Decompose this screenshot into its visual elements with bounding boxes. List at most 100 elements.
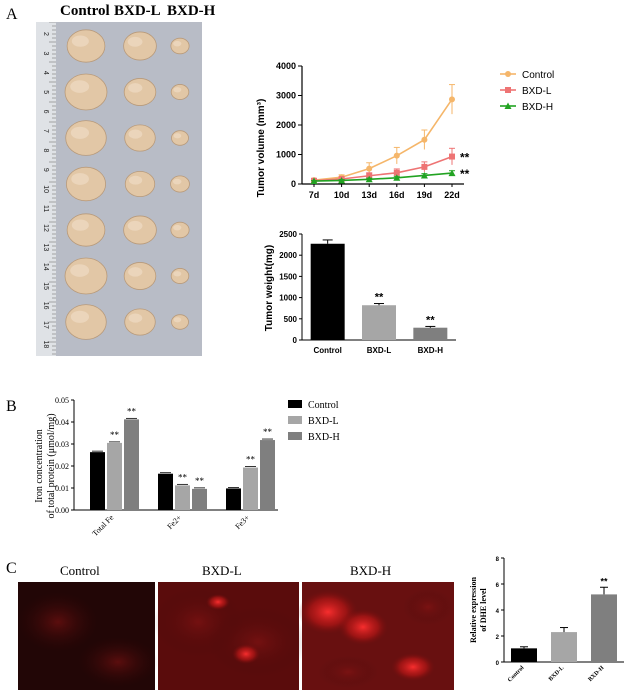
iron-legend-swatch [288, 400, 302, 408]
tumor-highlight [127, 36, 143, 47]
bar-y-tick-label: 1000 [279, 294, 297, 303]
dhe-images: Control BXD-L BXD-H [18, 563, 454, 690]
iron-y-tick-label: 0.04 [55, 418, 69, 427]
volume-x-tick-label: 7d [309, 190, 320, 200]
tumor [170, 268, 190, 284]
tumor [124, 124, 156, 152]
bar-y-tick-label: 6 [496, 583, 500, 589]
tumor-highlight [128, 83, 143, 93]
bar-category-label: BXD-H [587, 665, 605, 683]
legend-marker [505, 71, 511, 77]
ruler-number: 4 [42, 71, 49, 75]
panel-label-a: A [6, 6, 18, 23]
volume-point [393, 174, 401, 181]
dhe-bxd-h-glow-2 [318, 656, 378, 688]
tumor-highlight [71, 35, 89, 47]
dhe-label-bxd-l: BXD-L [202, 563, 242, 578]
ruler-number: 16 [42, 302, 49, 310]
iron-bar [124, 419, 139, 510]
dhe-bxd-h-glow [403, 589, 453, 625]
volume-series: ** ** [310, 84, 470, 185]
tumor [171, 314, 189, 330]
tumor [65, 166, 107, 202]
iron-significance: ** [110, 430, 120, 440]
tumor-highlight [128, 267, 143, 277]
iron-bar [243, 467, 258, 510]
weight-y-label: Tumor weight(mg) [264, 245, 275, 331]
tumor-highlight [70, 264, 90, 277]
iron-significance: ** [127, 406, 137, 416]
tumor-highlight [70, 310, 90, 323]
bar-y-tick-label: 0 [293, 336, 298, 345]
dhe-y-label-line2: of DHE level [479, 587, 488, 631]
iron-significance: ** [263, 427, 273, 437]
tumor [170, 84, 190, 100]
iron-y-tick-label: 0.01 [55, 484, 69, 493]
iron-y-tick-label: 0.03 [55, 440, 69, 449]
ruler-number: 3 [42, 51, 49, 55]
volume-point [366, 165, 373, 172]
bar-bxd-h [591, 594, 617, 662]
bar-y-tick-label: 0 [496, 661, 500, 667]
tumor-highlight [173, 87, 182, 93]
bar-y-tick-label: 8 [496, 557, 500, 563]
volume-point [393, 152, 400, 159]
iron-bar [226, 488, 241, 510]
bar-category-label: BXD-H [418, 346, 444, 355]
bar-y-tick-label: 2 [496, 635, 500, 641]
tumor-highlight [127, 220, 143, 231]
tumor [124, 308, 156, 336]
tumor-highlight [173, 133, 182, 139]
ruler-number: 2 [42, 32, 49, 36]
iron-bar [192, 488, 207, 510]
bar-y-tick-label: 4 [496, 609, 500, 615]
volume-axes [301, 66, 464, 185]
dhe-control-glow [18, 592, 98, 652]
tumor [123, 31, 157, 61]
volume-point [338, 176, 346, 184]
iron-y-tick-label: 0.02 [55, 462, 69, 471]
volume-point [421, 163, 428, 170]
volume-point [366, 172, 373, 179]
bar-y-tick-label: 2500 [279, 230, 297, 239]
ruler-number: 11 [42, 205, 49, 212]
bar-bxd-h [413, 327, 448, 340]
dhe-plot: 0 2 4 6 8 Control BXD-L ** BXD-H [496, 557, 624, 683]
iron-legend-label: BXD-L [308, 416, 339, 427]
tumor [64, 73, 108, 111]
volume-point [449, 96, 455, 103]
legend-marker [505, 87, 511, 93]
iron-bar [158, 473, 173, 510]
legend-marker [504, 102, 512, 109]
tumor-volume-chart: Tumor volume (mm³) 0 1000 2000 3000 4000 7d 10… [256, 61, 554, 200]
photo-label-bxd-l: BXD-L [114, 3, 161, 19]
bar-significance: ** [600, 576, 608, 586]
tumors [64, 29, 190, 340]
volume-y-tick-label: 0 [291, 179, 296, 189]
volume-point [448, 169, 456, 177]
tumor [171, 130, 189, 146]
volume-point [421, 136, 428, 143]
iron-legend-swatch [288, 416, 302, 424]
iron-y-tick-label: 0.05 [55, 396, 69, 405]
iron-plot: 0.00 0.01 0.02 0.03 0.04 0.05 ** ** Total Fe ** **… [55, 396, 340, 538]
ruler-number: 7 [42, 129, 49, 133]
ruler-number: 12 [42, 224, 49, 232]
iron-y-label-line2: of total protein (μmol/mg) [46, 413, 57, 518]
dhe-bxd-l-spot [232, 644, 260, 664]
ruler-number: 15 [42, 282, 49, 290]
dhe-bxd-l-glow-2 [208, 607, 308, 677]
tumor [65, 120, 107, 156]
volume-y-tick-label: 1000 [276, 150, 296, 160]
bar-significance: ** [375, 292, 384, 304]
bar-category-label: Control [507, 665, 526, 684]
volume-x-tick-label: 19d [417, 190, 433, 200]
iron-bar [175, 485, 190, 510]
volume-line-bxd-h [313, 172, 453, 182]
tumor-highlight [70, 126, 90, 139]
iron-significance: ** [178, 472, 188, 482]
bar-category-label: BXD-L [548, 665, 565, 682]
tumor-highlight [71, 173, 89, 185]
bar-bxd-l [362, 305, 396, 340]
volume-y-tick-label: 2000 [276, 120, 296, 130]
